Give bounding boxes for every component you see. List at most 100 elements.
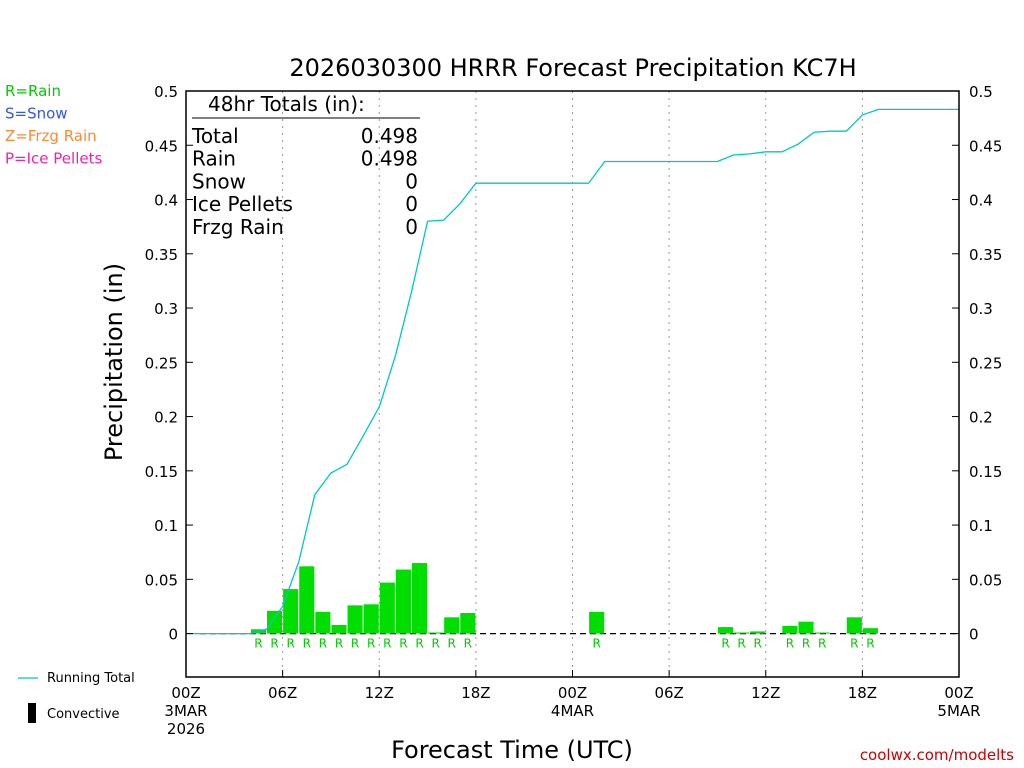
convective-legend-label: Convective [47,707,120,722]
x-tick-label: 00Z [944,684,973,702]
precip-bar [347,605,363,634]
precip-type-legend-entry: Z=Frzg Rain [5,127,97,145]
y-tick-label-right: 0.3 [969,300,993,318]
credit-text: coolwx.com/modelts [860,746,1014,764]
convective-legend-swatch [28,703,36,723]
precip-bar [283,589,299,634]
precip-type-mark: R [319,637,327,651]
precip-bar [428,632,444,634]
precip-type-mark: R [448,637,456,651]
totals-row-value: 0 [405,169,418,193]
precip-type-mark: R [818,637,826,651]
precip-bar [299,566,315,634]
x-tick-label: 2026 [167,720,205,738]
totals-box: 48hr Totals (in): Total 0.498 Rain 0.498 Sno… [191,92,420,239]
precip-type-mark: R [383,637,391,651]
totals-row-value: 0 [405,192,418,216]
totals-row-label: Snow [192,169,246,193]
y-tick-label-left: 0.4 [154,192,178,210]
precip-bar [734,632,750,634]
x-tick-label: 3MAR [164,702,207,720]
x-tick-label: 06Z [654,684,683,702]
x-tick-label: 00Z [171,684,200,702]
precip-bar [379,582,395,634]
precip-type-mark: R [737,637,745,651]
precip-type-mark: R [367,637,375,651]
precip-bar [750,631,766,634]
totals-row-label: Rain [192,147,236,171]
precip-type-mark: R [254,637,262,651]
bottom-legend: Running Total Convective [18,671,135,723]
precip-type-mark: R [786,637,794,651]
y-tick-label-right: 0.15 [969,463,1002,481]
precip-bar [814,632,830,634]
gridlines [282,91,863,677]
totals-row-label: Total [191,124,239,148]
y-tick-label-right: 0.5 [969,83,993,101]
x-axis-label: Forecast Time (UTC) [391,736,633,764]
x-tick-label: 00Z [558,684,587,702]
hourly-precip-bars [250,563,878,634]
precip-bar [798,621,814,634]
precip-bar [267,610,283,634]
y-tick-label-right: 0.45 [969,137,1002,155]
x-tick-label: 4MAR [551,702,594,720]
precip-bar [363,604,379,634]
precip-bar [411,563,428,634]
running-total-legend-label: Running Total [47,671,135,686]
x-tick-label: 12Z [751,684,780,702]
y-tick-label-left: 0.5 [154,83,178,101]
y-tick-label-right: 0.1 [969,517,993,535]
y-tick-label-left: 0.1 [154,517,178,535]
totals-heading: 48hr Totals (in): [208,92,365,116]
precip-type-mark: R [415,637,423,651]
y-tick-label-left: 0.3 [154,300,178,318]
precip-type-legend-entry: R=Rain [5,82,61,100]
x-tick-label: 18Z [461,684,490,702]
precip-type-mark: R [754,637,762,651]
precip-bar [331,624,347,634]
x-tick-label: 5MAR [937,702,980,720]
precip-type-mark: R [850,637,858,651]
precip-type-mark: R [866,637,874,651]
precip-bar [395,569,411,634]
precip-bar [460,612,476,634]
y-tick-label-left: 0.25 [145,354,178,372]
precip-type-mark: R [287,637,295,651]
x-tick-label: 18Z [848,684,877,702]
running-total-line [186,108,959,635]
precip-bar [846,617,862,634]
totals-row-value: 0.498 [361,124,418,148]
y-tick-label-left: 0.45 [145,137,178,155]
precip-type-mark: R [592,637,600,651]
precip-type-mark: R [464,637,472,651]
precip-type-mark: R [802,637,810,651]
y-tick-label-right: 0.05 [969,571,1002,589]
precip-type-mark: R [335,637,343,651]
x-tick-label: 06Z [268,684,297,702]
y-tick-label-left: 0.2 [154,409,178,427]
chart-title: 2026030300 HRRR Forecast Precipitation K… [289,54,856,82]
y-axis-label: Precipitation (in) [100,263,128,461]
y-tick-label-left: 0.35 [145,246,178,264]
y-tick-label-left: 0.15 [145,463,178,481]
precip-bar [444,617,460,634]
precip-type-legend-entry: P=Ice Pellets [5,150,102,168]
precip-bar [589,611,605,634]
precip-type-legend: R=Rain S=Snow Z=Frzg Rain P=Ice Pellets [5,82,102,168]
totals-row-value: 0.498 [361,147,418,171]
y-tick-label-left: 0 [168,626,178,644]
precip-type-mark: R [399,637,407,651]
precip-type-mark: R [721,637,729,651]
y-axis-ticks: 0 00.05 0.050.1 0.10.15 0.150.2 0.20.25 0.250.… [145,83,1003,644]
precip-bar [782,625,798,634]
totals-row-value: 0 [405,215,418,239]
totals-row-label: Frzg Rain [192,215,284,239]
precip-type-mark: R [303,637,311,651]
y-tick-label-right: 0.4 [969,192,993,210]
precip-type-mark: R [431,637,439,651]
totals-row-label: Ice Pellets [192,192,293,216]
y-tick-label-right: 0.2 [969,409,993,427]
